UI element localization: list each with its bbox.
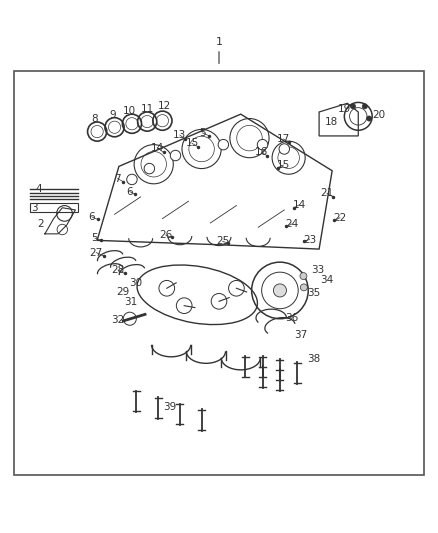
Text: 25: 25 [216,236,229,246]
Circle shape [350,104,356,109]
Text: 30: 30 [129,278,142,288]
Text: 36: 36 [286,313,299,323]
Text: 15: 15 [277,160,290,170]
Text: 14: 14 [293,200,306,209]
Text: 11: 11 [141,103,154,114]
Text: 6: 6 [88,212,95,222]
Text: 6: 6 [127,187,133,197]
Text: 27: 27 [90,247,103,257]
Text: 39: 39 [164,402,177,411]
Text: 16: 16 [255,148,268,157]
Text: 10: 10 [123,106,136,116]
Text: 26: 26 [159,230,173,240]
Text: 37: 37 [294,330,307,340]
Text: 17: 17 [277,134,290,144]
Text: 2: 2 [37,219,44,229]
Circle shape [300,272,307,279]
Text: 22: 22 [333,213,346,223]
Circle shape [170,150,181,161]
Circle shape [127,174,137,184]
Circle shape [362,104,367,109]
Text: 23: 23 [303,235,316,245]
Circle shape [279,144,290,154]
Text: 14: 14 [151,143,164,152]
Text: 7: 7 [114,174,121,183]
Text: 5: 5 [199,128,206,138]
Circle shape [300,284,307,291]
Text: 33: 33 [311,265,325,275]
Text: 20: 20 [373,110,386,120]
Text: 38: 38 [307,354,321,364]
Text: 19: 19 [338,104,351,114]
Text: 12: 12 [158,101,171,111]
Text: 21: 21 [320,188,334,198]
Text: 28: 28 [111,265,125,275]
Circle shape [367,116,372,121]
Text: 24: 24 [286,219,299,229]
Text: 34: 34 [320,276,334,286]
Text: 35: 35 [307,288,321,298]
Text: 31: 31 [124,297,138,307]
Text: 1: 1 [215,37,223,47]
Circle shape [257,140,268,150]
Text: 9: 9 [109,110,116,120]
Text: 13: 13 [173,130,187,140]
Circle shape [144,163,155,174]
Circle shape [218,140,229,150]
Text: 5: 5 [92,233,98,243]
Text: 15: 15 [185,139,199,148]
Text: 32: 32 [111,314,125,325]
Text: 29: 29 [116,287,129,297]
Text: 4: 4 [35,184,42,194]
Text: 8: 8 [92,115,98,124]
Text: 3: 3 [31,203,37,213]
Circle shape [273,284,286,297]
Text: 18: 18 [325,117,338,126]
